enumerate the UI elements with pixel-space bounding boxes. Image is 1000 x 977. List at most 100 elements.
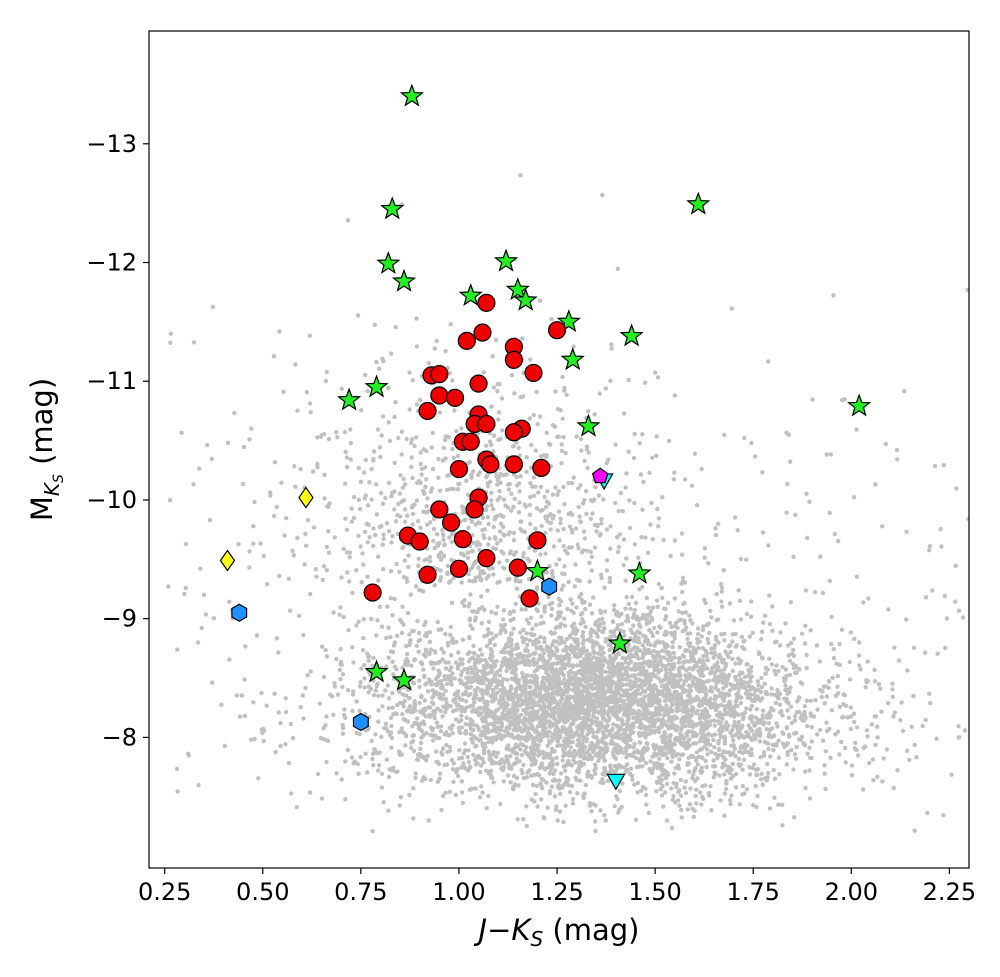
background-point bbox=[581, 529, 587, 534]
background-point bbox=[542, 636, 547, 641]
background-point bbox=[387, 438, 393, 444]
background-point bbox=[770, 628, 775, 633]
background-point bbox=[601, 625, 607, 631]
background-point bbox=[460, 790, 465, 795]
background-point bbox=[690, 667, 695, 672]
background-point bbox=[745, 743, 750, 748]
background-point bbox=[379, 785, 385, 790]
background-point bbox=[638, 678, 643, 683]
background-point bbox=[451, 455, 456, 461]
background-point bbox=[401, 730, 406, 735]
background-point bbox=[623, 485, 628, 490]
background-point bbox=[219, 702, 224, 707]
background-point bbox=[414, 498, 420, 503]
background-point bbox=[492, 642, 497, 648]
background-point bbox=[179, 430, 184, 435]
background-point bbox=[355, 761, 360, 767]
background-point bbox=[939, 544, 944, 549]
background-point bbox=[679, 807, 684, 813]
background-point bbox=[807, 768, 812, 773]
background-point bbox=[644, 802, 649, 807]
background-point bbox=[465, 670, 470, 675]
background-point bbox=[451, 709, 456, 714]
background-point bbox=[436, 668, 441, 673]
background-point bbox=[523, 607, 528, 612]
background-point bbox=[499, 680, 505, 685]
background-point bbox=[461, 507, 466, 513]
background-point bbox=[528, 684, 533, 690]
background-point bbox=[450, 378, 455, 383]
background-point bbox=[678, 731, 683, 737]
background-point bbox=[669, 624, 674, 630]
background-point bbox=[656, 729, 662, 735]
background-point bbox=[652, 625, 657, 631]
background-point bbox=[587, 579, 592, 584]
background-point bbox=[785, 708, 790, 713]
background-point bbox=[533, 758, 538, 764]
background-point bbox=[335, 435, 340, 440]
background-point bbox=[227, 657, 232, 662]
background-point bbox=[626, 601, 631, 607]
background-point bbox=[559, 638, 564, 643]
background-point bbox=[302, 562, 307, 567]
background-point bbox=[728, 801, 733, 807]
background-point bbox=[894, 447, 900, 453]
background-point bbox=[513, 601, 518, 606]
background-point bbox=[524, 617, 530, 623]
background-point bbox=[713, 526, 718, 531]
background-point bbox=[754, 804, 759, 810]
background-point bbox=[344, 527, 350, 532]
background-point bbox=[635, 780, 641, 786]
background-point bbox=[722, 734, 727, 739]
background-point bbox=[545, 720, 550, 725]
background-point bbox=[480, 605, 485, 610]
background-point bbox=[608, 524, 613, 529]
background-point bbox=[538, 781, 543, 786]
background-point bbox=[442, 542, 447, 548]
background-point bbox=[562, 656, 567, 661]
background-point bbox=[495, 750, 500, 756]
background-point bbox=[694, 502, 700, 508]
background-point bbox=[909, 724, 914, 729]
background-point bbox=[562, 501, 567, 507]
background-point bbox=[499, 724, 504, 729]
background-point bbox=[371, 763, 376, 768]
background-point bbox=[691, 675, 697, 680]
background-point bbox=[500, 617, 506, 622]
background-point bbox=[827, 510, 832, 515]
background-point bbox=[545, 519, 550, 524]
background-point bbox=[616, 762, 621, 768]
background-point bbox=[534, 684, 539, 689]
background-point bbox=[600, 663, 606, 668]
background-point bbox=[912, 828, 917, 833]
background-point bbox=[533, 791, 538, 797]
background-point bbox=[642, 749, 647, 755]
background-point bbox=[588, 516, 594, 522]
background-point bbox=[459, 426, 464, 431]
background-point bbox=[680, 589, 685, 595]
background-point bbox=[568, 695, 573, 700]
background-point bbox=[570, 530, 575, 535]
background-point bbox=[519, 607, 524, 612]
background-point bbox=[377, 445, 383, 450]
background-point bbox=[688, 786, 693, 791]
background-point bbox=[467, 650, 472, 655]
background-point bbox=[722, 813, 727, 818]
background-point bbox=[631, 715, 636, 721]
background-point bbox=[516, 445, 521, 451]
background-point bbox=[271, 354, 277, 359]
background-point bbox=[451, 761, 456, 766]
background-point bbox=[722, 772, 727, 777]
background-point bbox=[784, 673, 789, 678]
background-point bbox=[369, 616, 374, 622]
background-point bbox=[332, 681, 337, 686]
background-point bbox=[794, 710, 799, 715]
background-point bbox=[904, 529, 909, 534]
background-point bbox=[440, 746, 446, 751]
background-point bbox=[365, 574, 370, 579]
background-point bbox=[498, 715, 503, 720]
background-point bbox=[495, 604, 500, 609]
background-point bbox=[387, 767, 392, 772]
background-point bbox=[611, 633, 617, 638]
background-point bbox=[636, 555, 641, 560]
